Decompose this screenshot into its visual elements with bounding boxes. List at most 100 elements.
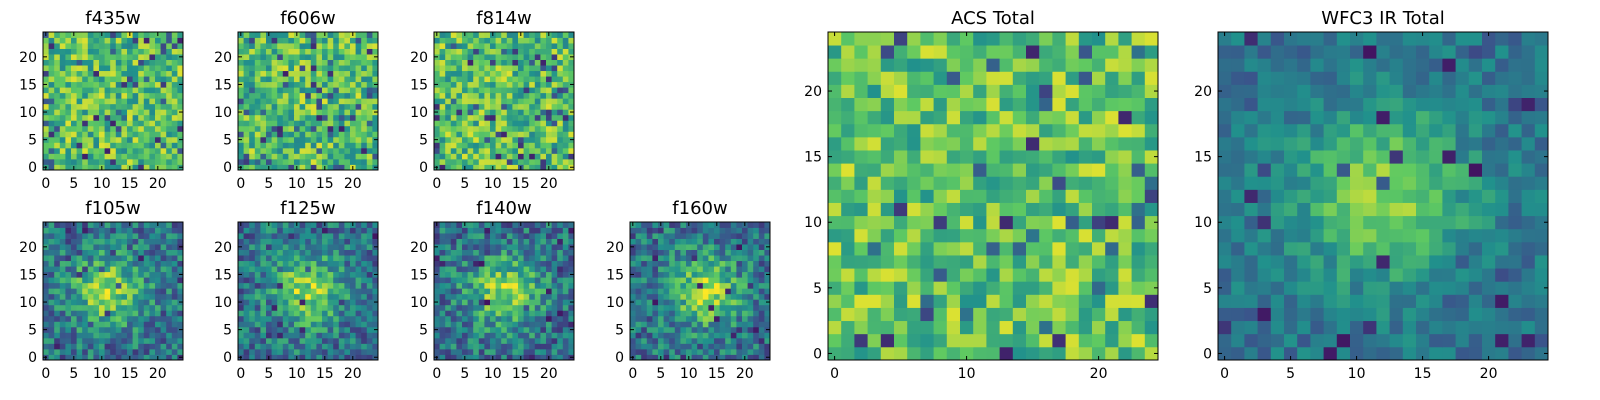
heatmap-cell: [160, 271, 167, 278]
heatmap-cell: [82, 158, 89, 165]
heatmap-cell: [344, 158, 351, 165]
heatmap-cell: [338, 343, 345, 350]
heatmap-cell: [841, 176, 855, 190]
heatmap-cell: [87, 70, 94, 77]
heatmap-cell: [445, 293, 452, 300]
heatmap-cell: [1131, 202, 1146, 217]
heatmap-cell: [294, 54, 300, 60]
heatmap-cell: [764, 266, 771, 273]
heatmap-cell: [99, 125, 105, 132]
heatmap-cell: [271, 354, 278, 361]
heatmap-cell: [641, 326, 648, 333]
heatmap-cell: [171, 120, 178, 127]
heatmap-cell: [132, 227, 139, 234]
heatmap-cell: [546, 310, 552, 317]
heatmap-cell: [702, 266, 709, 273]
heatmap-cell: [271, 271, 278, 278]
heatmap-cell: [450, 321, 457, 328]
heatmap-cell: [171, 142, 178, 149]
heatmap-cell: [115, 271, 122, 278]
heatmap-cell: [288, 43, 295, 49]
heatmap-cell: [104, 54, 111, 60]
heatmap-cell: [238, 147, 244, 154]
heatmap-cell: [43, 37, 49, 44]
heatmap-cell: [1012, 307, 1027, 322]
heatmap-cell: [65, 120, 72, 127]
heatmap-cell: [260, 277, 267, 284]
heatmap-cell: [254, 238, 261, 245]
heatmap-cell: [652, 288, 659, 295]
heatmap-cell: [132, 337, 139, 344]
heatmap-cell: [322, 114, 328, 121]
heatmap-cell: [534, 343, 541, 350]
heatmap-cell: [76, 109, 83, 116]
heatmap-cell: [155, 81, 161, 88]
heatmap-cell: [999, 307, 1014, 322]
heatmap-cell: [372, 131, 379, 138]
heatmap-cell: [484, 299, 491, 306]
heatmap-cell: [361, 293, 368, 300]
heatmap-cell: [305, 222, 312, 228]
heatmap-cell: [484, 343, 491, 350]
heatmap-cell: [310, 332, 317, 339]
heatmap-cell: [65, 354, 72, 361]
heatmap-cell: [310, 277, 317, 284]
heatmap-cell: [71, 158, 77, 165]
heatmap-cell: [484, 222, 491, 228]
heatmap-cell: [534, 32, 541, 38]
heatmap-cell: [434, 48, 440, 55]
heatmap-cell: [327, 76, 334, 83]
heatmap-cell: [65, 304, 72, 311]
heatmap-cell: [512, 114, 519, 121]
heatmap-cell: [48, 222, 55, 228]
heatmap-cell: [299, 343, 306, 350]
heatmap-cell: [277, 54, 284, 60]
heatmap-cell: [730, 321, 737, 328]
heatmap-cell: [93, 81, 100, 88]
heatmap-cell: [99, 271, 105, 278]
heatmap-cell: [462, 310, 468, 317]
heatmap-cell: [344, 136, 351, 143]
heatmap-cell: [121, 233, 128, 239]
heatmap-cell: [450, 238, 457, 245]
heatmap-cell: [562, 304, 569, 311]
heatmap-cell: [288, 70, 295, 77]
heatmap-cell: [478, 48, 485, 55]
heatmap-cell: [663, 315, 670, 322]
heatmap-cell: [529, 282, 536, 289]
heatmap-cell: [557, 233, 564, 239]
heatmap-cell: [127, 282, 133, 289]
heatmap-cell: [355, 277, 362, 284]
heatmap-cell: [450, 222, 457, 228]
heatmap-cell: [266, 114, 272, 121]
heatmap-cell: [439, 233, 446, 239]
heatmap-cell: [249, 59, 256, 66]
heatmap-cell: [87, 249, 94, 256]
heatmap-cell: [1065, 294, 1080, 308]
heatmap-cell: [546, 109, 552, 116]
heatmap-cell: [361, 98, 368, 105]
heatmap-cell: [551, 70, 558, 77]
heatmap-cell: [434, 43, 440, 49]
heatmap-cell: [104, 70, 111, 77]
heatmap-cell: [143, 65, 150, 72]
heatmap-cell: [702, 326, 709, 333]
heatmap-cell: [54, 147, 61, 154]
heatmap-cell: [54, 136, 61, 143]
heatmap-cell: [299, 120, 306, 127]
heatmap-cell: [87, 136, 94, 143]
heatmap-cell: [562, 260, 569, 267]
heatmap-cell: [54, 81, 61, 88]
heatmap-cell: [686, 244, 692, 250]
heatmap-cell: [725, 233, 732, 239]
heatmap-cell: [512, 59, 519, 66]
heatmap-cell: [523, 65, 530, 72]
heatmap-cell: [691, 337, 698, 344]
heatmap-cell: [87, 238, 94, 245]
heatmap-cell: [546, 238, 552, 245]
heatmap-cell: [132, 326, 139, 333]
heatmap-cell: [478, 238, 485, 245]
heatmap-cell: [686, 227, 692, 234]
heatmap-cell: [316, 266, 323, 273]
heatmap-cell: [529, 288, 536, 295]
